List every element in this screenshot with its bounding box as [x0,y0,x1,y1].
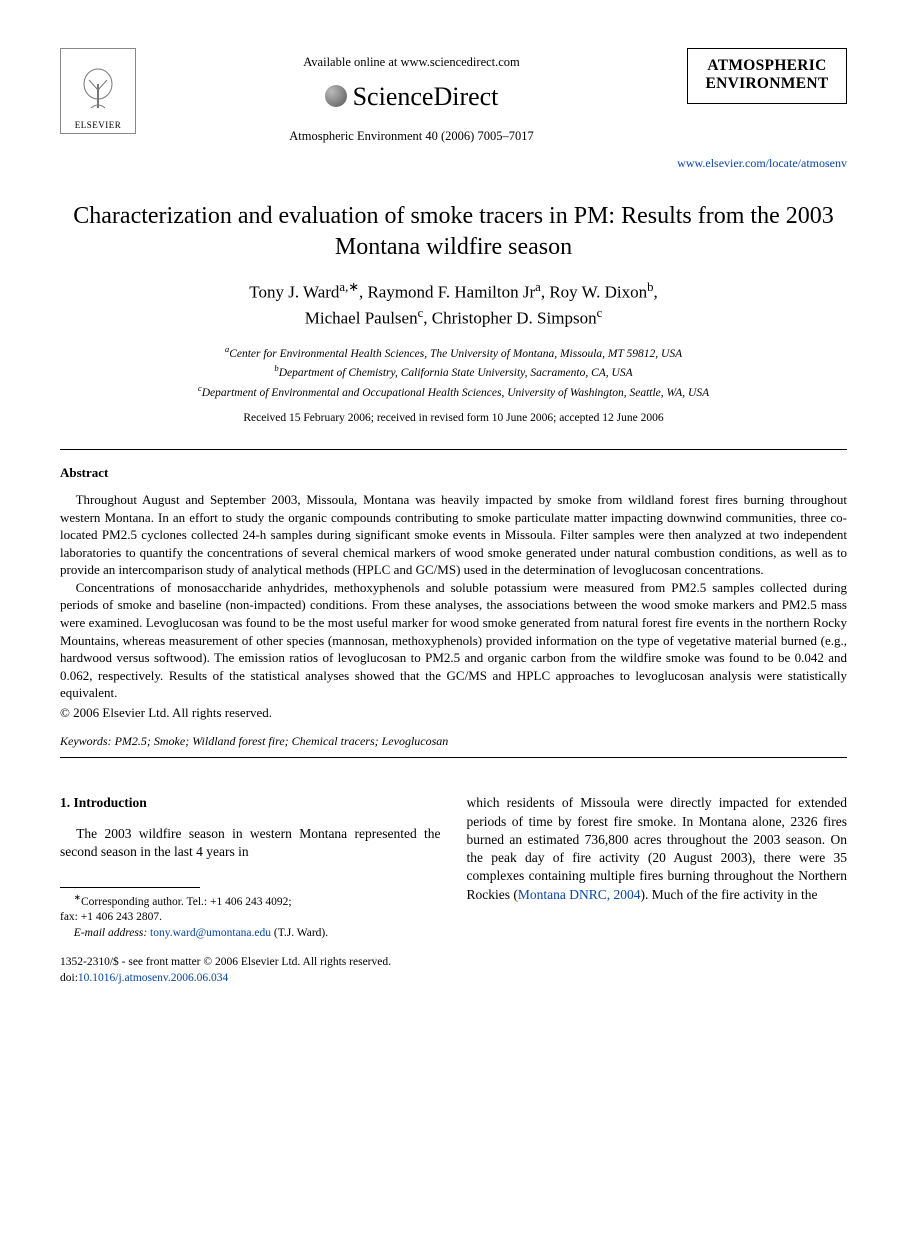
intro-paragraph-left: The 2003 wildfire season in western Mont… [60,825,441,861]
doi-line: doi:10.1016/j.atmosenv.2006.06.034 [60,971,847,987]
affiliations: aCenter for Environmental Health Science… [60,343,847,402]
author-4: Michael Paulsen [305,309,418,328]
footer-metadata: 1352-2310/$ - see front matter © 2006 El… [60,955,847,986]
article-dates: Received 15 February 2006; received in r… [60,411,847,427]
intro-right-b: ). Much of the fire activity in the [641,887,818,902]
journal-name: ATMOSPHERIC ENVIRONMENT [694,57,840,93]
sciencedirect-ball-icon [325,85,347,107]
authors: Tony J. Warda,∗, Raymond F. Hamilton Jra… [60,279,847,330]
corresponding-author: ∗Corresponding author. Tel.: +1 406 243 … [60,892,441,910]
sciencedirect-logo: ScienceDirect [325,79,499,114]
keywords-label: Keywords: [60,734,112,748]
elsevier-logo: ELSEVIER [60,48,136,134]
article-title: Characterization and evaluation of smoke… [60,201,847,263]
doi-label: doi: [60,972,78,984]
section-1-heading: 1. Introduction [60,794,441,812]
elsevier-label: ELSEVIER [75,119,122,131]
affiliation-c: Department of Environmental and Occupati… [202,386,709,398]
affiliation-b: Department of Chemistry, California Stat… [279,367,633,379]
corr-star: ∗ [74,892,81,902]
abstract-paragraph-1: Throughout August and September 2003, Mi… [60,491,847,579]
author-5: , Christopher D. Simpson [423,309,596,328]
corr-text: Corresponding author. Tel.: +1 406 243 4… [81,896,292,908]
sciencedirect-text: ScienceDirect [353,79,499,114]
elsevier-tree-icon [73,63,123,119]
right-column: which residents of Missoula were directl… [467,772,848,941]
keywords-values: PM2.5; Smoke; Wildland forest fire; Chem… [112,734,449,748]
left-column: 1. Introduction The 2003 wildfire season… [60,772,441,941]
corr-email-line: E-mail address: tony.ward@umontana.edu (… [60,926,441,942]
issn-line: 1352-2310/$ - see front matter © 2006 El… [60,955,847,971]
author-5-affil: c [597,306,603,320]
author-2: , Raymond F. Hamilton Jr [359,283,535,302]
journal-title-box: ATMOSPHERIC ENVIRONMENT [687,48,847,104]
footnote-separator [60,887,200,888]
keywords-line: Keywords: PM2.5; Smoke; Wildland forest … [60,733,847,749]
locate-link-row: www.elsevier.com/locate/atmosenv [60,155,847,171]
email-tail: (T.J. Ward). [271,927,328,939]
divider-bottom [60,757,847,758]
abstract-copyright: © 2006 Elsevier Ltd. All rights reserved… [60,704,847,722]
affiliation-a: Center for Environmental Health Sciences… [229,347,682,359]
footnotes: ∗Corresponding author. Tel.: +1 406 243 … [60,892,441,941]
abstract-heading: Abstract [60,464,847,482]
corr-email-link[interactable]: tony.ward@umontana.edu [147,927,271,939]
author-3-affil: b [647,280,653,294]
center-header: Available online at www.sciencedirect.co… [136,48,687,145]
section-1: 1. Introduction The 2003 wildfire season… [60,772,847,941]
journal-name-line1: ATMOSPHERIC [707,57,826,74]
author-1: Tony J. Ward [249,283,339,302]
corr-fax: fax: +1 406 243 2807. [60,910,441,926]
available-online-text: Available online at www.sciencedirect.co… [136,54,687,71]
author-3: , Roy W. Dixon [541,283,647,302]
journal-locate-link[interactable]: www.elsevier.com/locate/atmosenv [677,156,847,170]
abstract-paragraph-2: Concentrations of monosaccharide anhydri… [60,579,847,702]
doi-link[interactable]: 10.1016/j.atmosenv.2006.06.034 [78,972,228,984]
email-label: E-mail address: [74,927,147,939]
divider-top [60,449,847,450]
abstract-section: Abstract Throughout August and September… [60,464,847,722]
citation-link-dnrc[interactable]: Montana DNRC, 2004 [518,887,641,902]
page-header: ELSEVIER Available online at www.science… [60,48,847,145]
author-1-affil: a,∗ [339,280,359,294]
journal-reference: Atmospheric Environment 40 (2006) 7005–7… [136,128,687,145]
journal-name-line2: ENVIRONMENT [705,75,828,92]
intro-paragraph-right: which residents of Missoula were directl… [467,794,848,903]
